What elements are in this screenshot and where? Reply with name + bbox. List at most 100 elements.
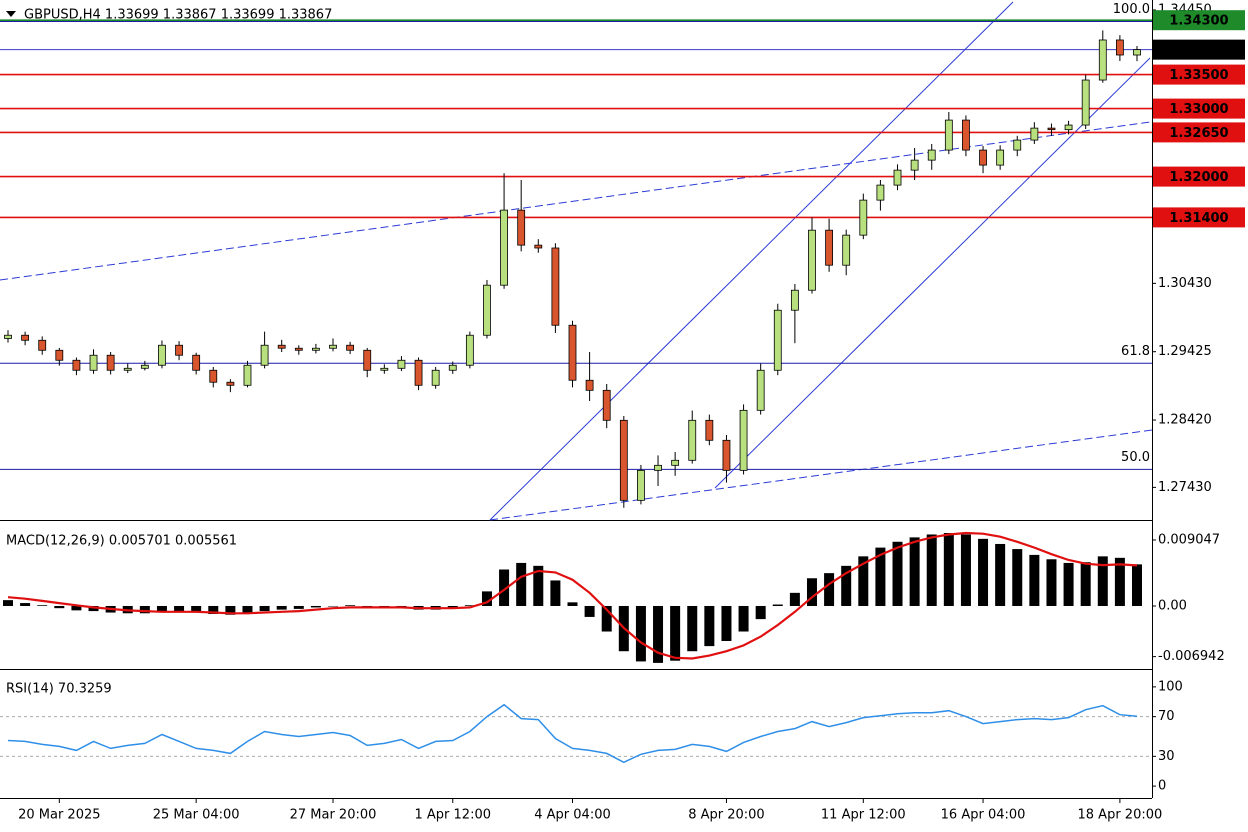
signal-line — [7, 531, 1138, 660]
macd-bar — [310, 605, 321, 608]
macd-bar — [345, 605, 356, 606]
candle-body — [1133, 49, 1141, 56]
candle-body — [123, 367, 132, 371]
candle-body — [944, 119, 953, 151]
candle-body — [619, 419, 628, 501]
chart-title: GBPUSD,H4 1.33699 1.33867 1.33699 1.3386… — [24, 8, 332, 23]
candle-body — [1013, 139, 1022, 151]
candle-body — [380, 367, 389, 371]
candle-body — [551, 247, 560, 326]
macd-bar — [516, 562, 527, 606]
candle-body — [243, 364, 252, 386]
candle-body — [585, 379, 594, 391]
macd-bar — [20, 603, 31, 606]
y-tick-label: 30 — [1158, 749, 1175, 764]
price-level-tag — [1153, 64, 1245, 85]
macd-bar — [653, 605, 664, 663]
macd-bar — [943, 533, 954, 606]
candle-body — [654, 464, 662, 471]
candle-body — [312, 347, 320, 351]
x-tick-label: 16 Apr 04:00 — [941, 808, 1026, 823]
candle-body — [671, 459, 680, 466]
price-level-tag — [1153, 10, 1245, 31]
candle-body — [260, 344, 269, 366]
macd-bar — [1029, 554, 1040, 606]
candle-body — [397, 359, 406, 369]
candle-body — [825, 229, 833, 266]
macd-bar — [909, 537, 920, 606]
y-tick-label: 1.27430 — [1158, 480, 1212, 495]
candle-body — [363, 349, 372, 371]
candle-body — [106, 354, 115, 371]
candle-body — [842, 234, 851, 266]
macd-bar — [875, 547, 886, 606]
price-level-tag — [1153, 207, 1245, 228]
candle-body — [448, 364, 457, 371]
candle-body — [209, 369, 218, 383]
candle-body — [1098, 39, 1107, 81]
macd-bar — [88, 605, 99, 612]
candle-body — [38, 339, 47, 351]
x-tick-label: 8 Apr 20:00 — [688, 808, 765, 823]
macd-bar — [721, 605, 732, 642]
candle-body — [1030, 127, 1039, 141]
macd-bar — [960, 534, 971, 606]
fib-level-label: 61.8 — [1121, 344, 1150, 359]
y-tick-label: -0.006942 — [1158, 649, 1225, 664]
candle-body — [602, 389, 611, 421]
macd-bar — [499, 569, 510, 606]
candle-body — [910, 159, 919, 171]
macd-bar — [755, 605, 766, 620]
x-tick-label: 18 Apr 20:00 — [1078, 808, 1163, 823]
macd-bar — [293, 605, 304, 609]
candle-body — [140, 364, 149, 369]
macd-bar — [858, 556, 869, 606]
macd-bar — [978, 538, 989, 606]
candle-body — [192, 354, 201, 371]
macd-bar — [567, 602, 578, 606]
macd-bar — [276, 605, 287, 610]
macd-bar — [1080, 562, 1091, 606]
candle-body — [431, 369, 440, 386]
macd-bar — [892, 541, 903, 606]
macd-bar — [704, 605, 715, 647]
price-level-tag — [1153, 98, 1245, 119]
fib-level-label: 100.0 — [1113, 2, 1150, 17]
candle-body — [72, 359, 81, 371]
price-level-label: 1.31400 — [1169, 211, 1228, 226]
macd-bar — [841, 565, 852, 606]
channel-upper-line — [489, 1, 1014, 521]
y-tick-label: 1.30430 — [1158, 276, 1212, 291]
candle-body — [808, 229, 816, 291]
price-level-tag — [1153, 122, 1245, 143]
channel-lower-line — [714, 57, 1151, 489]
candle-body — [414, 359, 423, 386]
dropdown-icon[interactable] — [6, 11, 16, 17]
candle-body — [4, 334, 12, 339]
y-tick-label: 0.00 — [1158, 598, 1187, 613]
candle-body — [1081, 79, 1090, 126]
macd-bar — [208, 605, 219, 615]
price-level-label: 1.33000 — [1169, 102, 1228, 117]
x-tick-label: 25 Mar 04:00 — [153, 808, 240, 823]
candle-body — [927, 149, 936, 161]
macd-bar — [687, 605, 698, 652]
candle-body — [21, 334, 30, 341]
candle-body — [1047, 127, 1056, 131]
x-tick-label: 20 Mar 2025 — [18, 808, 100, 823]
candle-body — [996, 149, 1005, 166]
macd-bar — [464, 605, 475, 606]
candle-body — [294, 347, 303, 351]
candle-body — [568, 324, 577, 381]
candle-body — [483, 284, 491, 336]
candle-body — [773, 309, 782, 371]
y-tick-label: 70 — [1158, 709, 1175, 724]
candle-body — [739, 409, 748, 471]
macd-bar — [789, 592, 800, 606]
candle-body — [859, 199, 868, 236]
candle-body — [175, 344, 183, 356]
dashed-trendline — [0, 121, 1151, 281]
candle-body — [637, 469, 645, 501]
